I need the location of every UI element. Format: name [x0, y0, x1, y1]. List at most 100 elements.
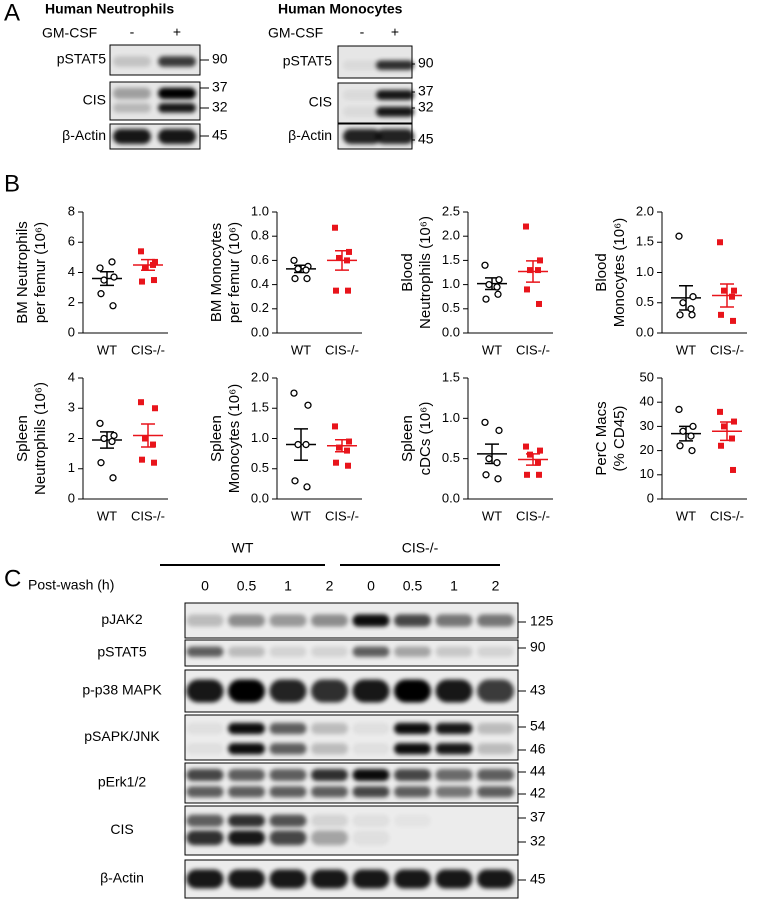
y-tick-label: 2 [68, 294, 75, 309]
mw-label: 37 [212, 79, 228, 95]
data-point [152, 258, 158, 265]
row-label: pSTAT5 [97, 644, 146, 660]
row-label: pSAPK/JNK [84, 728, 160, 744]
y-tick-label: 1.5 [442, 252, 460, 267]
band [186, 614, 224, 627]
data-point [536, 300, 542, 307]
band [394, 614, 431, 627]
x-tick-label: WT [676, 508, 696, 523]
data-point [344, 447, 350, 454]
data-point [718, 311, 724, 318]
band [269, 786, 307, 798]
row-label: β-Actin [62, 127, 106, 143]
y-tick-label: 0.6 [251, 252, 269, 267]
data-point [333, 459, 339, 466]
band [228, 679, 265, 703]
group-label: CIS-/- [402, 540, 439, 556]
y-axis-label: Blood [399, 253, 416, 291]
band [113, 56, 151, 67]
data-point [717, 239, 723, 246]
x-tick-label: CIS-/- [325, 508, 359, 523]
timepoint-label: 2 [492, 578, 500, 594]
band [352, 722, 390, 735]
data-point [138, 248, 144, 255]
band [228, 722, 265, 735]
lane-header: Post-wash (h) [28, 577, 114, 593]
data-point [142, 264, 148, 271]
data-point [527, 267, 533, 274]
data-point [108, 258, 116, 266]
x-tick-label: WT [97, 342, 117, 357]
data-point [675, 405, 683, 414]
data-point [675, 232, 683, 240]
data-point [717, 408, 723, 415]
data-point [527, 451, 533, 458]
y-tick-label: 2.0 [442, 228, 460, 243]
band [311, 646, 348, 657]
mw-label: 46 [530, 741, 546, 757]
band [186, 786, 224, 798]
band [352, 869, 390, 889]
data-point [150, 441, 156, 448]
band [311, 814, 348, 827]
band [343, 129, 381, 144]
data-point [718, 442, 724, 449]
band [394, 743, 431, 755]
mw-label: 45 [530, 871, 546, 887]
mw-label: 45 [418, 131, 434, 147]
x-tick-label: CIS-/- [131, 342, 165, 357]
data-point [535, 459, 541, 466]
band [311, 679, 348, 703]
y-axis-label: Spleen [14, 415, 31, 462]
band [376, 90, 414, 100]
data-point [493, 459, 501, 467]
y-tick-label: 1.5 [636, 234, 654, 249]
data-point [494, 290, 502, 298]
mw-label: 45 [212, 127, 228, 143]
mw-label: 42 [530, 785, 546, 801]
data-point [100, 434, 108, 443]
band [311, 869, 348, 889]
y-tick-label: 0.0 [251, 490, 269, 505]
band [435, 743, 473, 755]
y-tick-label: 40 [640, 394, 654, 409]
y-tick-label: 1.0 [442, 276, 460, 291]
y-tick-label: 2.0 [636, 203, 654, 218]
mw-label: 90 [212, 51, 228, 67]
band [394, 722, 431, 735]
y-tick-label: 1 [68, 460, 75, 475]
data-point [150, 261, 156, 268]
band [311, 830, 348, 846]
data-point [151, 459, 157, 466]
band [186, 646, 224, 657]
y-tick-label: 4 [68, 264, 75, 279]
y-tick-label: 0 [647, 490, 654, 505]
data-point [345, 462, 351, 469]
data-point [109, 302, 117, 310]
band [352, 646, 390, 657]
data-point [139, 456, 145, 463]
y-tick-label: 0.5 [442, 450, 460, 465]
band [311, 786, 348, 798]
band [435, 786, 473, 798]
y-tick-label: 0.5 [251, 460, 269, 475]
lane-label: - [130, 24, 135, 40]
mw-label: 37 [418, 83, 434, 99]
data-point [304, 401, 312, 409]
data-point [302, 440, 310, 449]
y-tick-label: 0 [68, 490, 75, 505]
band [269, 869, 307, 889]
y-axis-label: BM Neutrophils [14, 221, 31, 324]
data-point [333, 287, 339, 294]
y-axis-label: Spleen [399, 415, 416, 462]
band [228, 869, 265, 889]
x-tick-label: WT [291, 342, 311, 357]
data-point [139, 278, 145, 285]
row-label: CIS [83, 92, 106, 108]
data-point [344, 257, 350, 264]
panel-label: C [4, 565, 21, 592]
x-tick-label: WT [482, 342, 502, 357]
band [435, 679, 473, 703]
y-tick-label: 1.0 [636, 264, 654, 279]
band [394, 769, 431, 781]
